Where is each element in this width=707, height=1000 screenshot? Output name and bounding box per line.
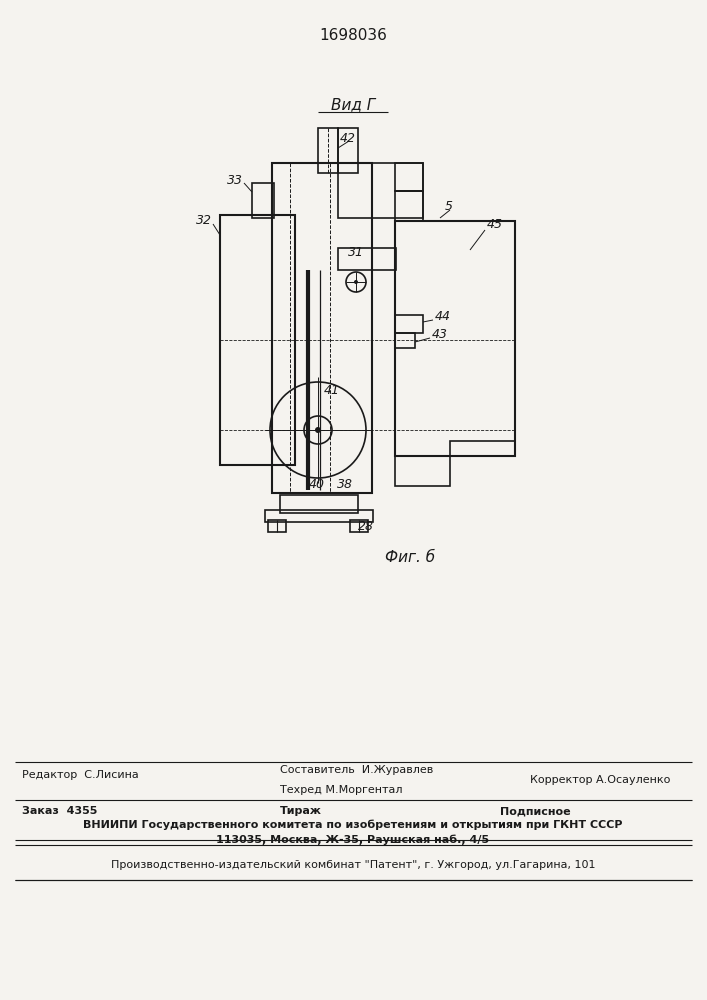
Text: 28: 28	[358, 520, 374, 534]
Text: Редактор  С.Лисина: Редактор С.Лисина	[22, 770, 139, 780]
Bar	[395, 333, 415, 348]
Text: ВНИИПИ Государственного комитета по изобретениям и открытиям при ГКНТ СССР: ВНИИПИ Государственного комитета по изоб…	[83, 820, 623, 830]
Text: 38: 38	[337, 478, 353, 490]
Text: 40: 40	[309, 478, 325, 490]
Bar	[395, 456, 450, 486]
Bar	[318, 128, 338, 173]
Text: Составитель  И.Журавлев: Составитель И.Журавлев	[280, 765, 433, 775]
Text: 32: 32	[196, 214, 212, 227]
Bar	[338, 163, 423, 218]
Bar	[338, 128, 358, 173]
Bar	[395, 315, 423, 333]
Text: 113035, Москва, Ж-35, Раушская наб., 4/5: 113035, Москва, Ж-35, Раушская наб., 4/5	[216, 835, 489, 845]
Text: 44: 44	[435, 310, 451, 322]
Text: Корректор А.Осауленко: Корректор А.Осауленко	[530, 775, 670, 785]
Text: 42: 42	[340, 131, 356, 144]
Circle shape	[354, 280, 358, 284]
Bar	[395, 221, 515, 456]
Text: 43: 43	[432, 328, 448, 342]
Bar	[220, 215, 295, 465]
Bar	[350, 520, 368, 532]
Bar	[280, 495, 358, 513]
Text: 5: 5	[445, 200, 453, 214]
Bar	[338, 248, 396, 270]
Text: Подписное: Подписное	[500, 806, 571, 816]
Bar	[450, 441, 515, 456]
Circle shape	[315, 427, 321, 433]
Bar	[268, 520, 286, 532]
Text: Вид Г: Вид Г	[331, 98, 375, 112]
Bar	[265, 510, 373, 522]
Text: 45: 45	[487, 219, 503, 232]
Text: 33: 33	[227, 174, 243, 186]
Bar	[252, 183, 274, 218]
Text: Заказ  4355: Заказ 4355	[22, 806, 98, 816]
Text: 41: 41	[324, 383, 340, 396]
Text: Тираж: Тираж	[280, 806, 322, 816]
Bar	[395, 163, 423, 191]
Text: Фиг. б: Фиг. б	[385, 550, 435, 566]
Text: 31: 31	[348, 245, 364, 258]
Text: 1698036: 1698036	[319, 28, 387, 43]
Bar	[272, 163, 372, 493]
Text: Производственно-издательский комбинат "Патент", г. Ужгород, ул.Гагарина, 101: Производственно-издательский комбинат "П…	[111, 860, 595, 870]
Bar	[395, 191, 423, 221]
Text: Техред М.Моргентал: Техред М.Моргентал	[280, 785, 402, 795]
